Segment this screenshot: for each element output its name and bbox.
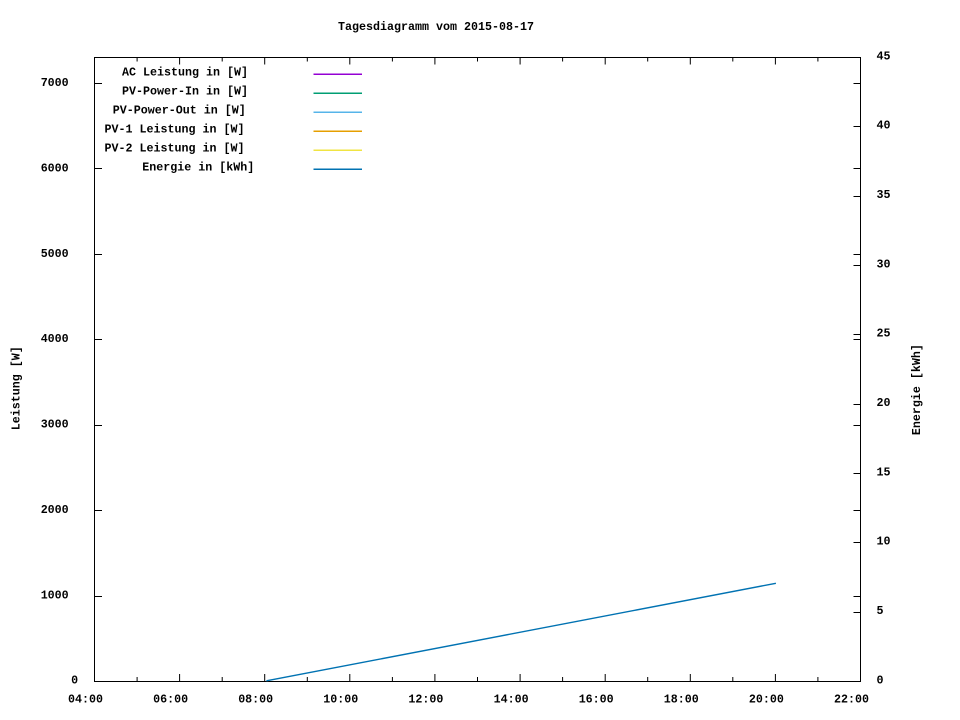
svg-text:PV-Power-Out in [W]: PV-Power-Out in [W] [113, 104, 246, 118]
svg-text:1000: 1000 [41, 589, 69, 603]
svg-text:35: 35 [877, 188, 891, 202]
svg-text:0: 0 [71, 673, 78, 687]
svg-text:Tagesdiagramm vom 2015-08-17: Tagesdiagramm vom 2015-08-17 [338, 20, 534, 34]
svg-text:AC Leistung in [W]: AC Leistung in [W] [122, 66, 248, 80]
svg-text:15: 15 [877, 465, 891, 479]
svg-text:0: 0 [877, 673, 884, 687]
svg-text:PV-Power-In in [W]: PV-Power-In in [W] [122, 85, 248, 99]
svg-text:6000: 6000 [41, 161, 69, 175]
svg-text:4000: 4000 [41, 332, 69, 346]
svg-text:12:00: 12:00 [408, 693, 443, 707]
svg-text:7000: 7000 [41, 76, 69, 90]
svg-text:5000: 5000 [41, 247, 69, 261]
svg-text:10: 10 [877, 535, 891, 549]
svg-text:10:00: 10:00 [323, 693, 358, 707]
svg-text:30: 30 [877, 257, 891, 271]
svg-text:PV-2 Leistung in [W]: PV-2 Leistung in [W] [105, 142, 245, 156]
svg-text:14:00: 14:00 [494, 693, 529, 707]
svg-text:40: 40 [877, 119, 891, 133]
svg-text:45: 45 [877, 49, 891, 63]
svg-text:22:00: 22:00 [834, 693, 869, 707]
svg-text:18:00: 18:00 [664, 693, 699, 707]
svg-text:20:00: 20:00 [749, 693, 784, 707]
svg-text:08:00: 08:00 [238, 693, 273, 707]
svg-text:16:00: 16:00 [579, 693, 614, 707]
svg-text:06:00: 06:00 [153, 693, 188, 707]
svg-text:Energie [kWh]: Energie [kWh] [910, 344, 924, 435]
svg-text:25: 25 [877, 327, 891, 341]
svg-text:3000: 3000 [41, 418, 69, 432]
svg-text:PV-1 Leistung in [W]: PV-1 Leistung in [W] [105, 123, 245, 137]
svg-text:2000: 2000 [41, 503, 69, 517]
svg-text:20: 20 [877, 396, 891, 410]
svg-text:Energie in [kWh]: Energie in [kWh] [142, 161, 254, 175]
svg-text:5: 5 [877, 604, 884, 618]
svg-text:04:00: 04:00 [68, 693, 103, 707]
svg-text:Leistung [W]: Leistung [W] [10, 346, 24, 430]
